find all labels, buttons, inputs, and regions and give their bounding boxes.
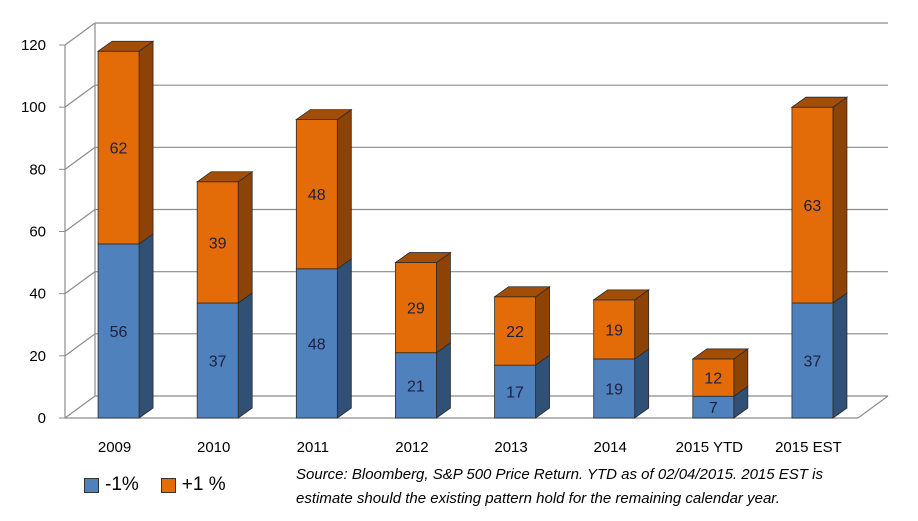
bar-segment — [196, 302, 239, 419]
bar-side-face — [535, 354, 550, 419]
x-tick-label: 2015 YTD — [676, 439, 743, 456]
legend-item-plus-1pct: +1 % — [160, 474, 226, 496]
bar-side-face — [535, 285, 550, 366]
bar-side-face — [138, 40, 154, 245]
bar-segment — [97, 243, 140, 419]
gridline-diagonal — [64, 22, 96, 46]
bar-value-label: 37 — [804, 353, 822, 370]
bar-segment — [97, 50, 140, 245]
data-labels: 56 62 37 39 48 48 21 29 17 22 19 19 7 12 37 63 — [110, 141, 822, 418]
bar-value-label: 39 — [209, 235, 227, 252]
bar-side-face — [634, 289, 650, 360]
bar-segment — [494, 296, 536, 366]
legend-label-plus-1pct: +1 % — [181, 474, 226, 495]
bar-segment — [395, 262, 437, 354]
bar-segment — [593, 299, 636, 360]
bar-side-face — [336, 108, 352, 270]
gridline-diagonal — [64, 84, 96, 108]
bar-segment — [791, 106, 834, 304]
bar-value-label: 29 — [407, 301, 425, 318]
bar-segment — [295, 119, 338, 270]
bar-top-face — [790, 96, 849, 108]
bar-top-face — [195, 171, 254, 183]
bar-side-face — [832, 292, 848, 419]
legend-label-minus-1pct: -1% — [105, 474, 139, 495]
gridline-diagonal — [64, 271, 96, 295]
bar-side-face — [832, 96, 848, 304]
bar-value-label: 19 — [605, 322, 623, 339]
bars — [96, 40, 849, 419]
bar-side-face — [634, 348, 650, 419]
bar-side-face — [138, 233, 154, 419]
y-tick-label: 80 — [29, 161, 46, 178]
bar-segment — [791, 302, 834, 419]
x-tick-label: 2015 EST — [775, 439, 842, 456]
bar-value-label: 48 — [308, 336, 326, 353]
bar-value-label: 21 — [407, 378, 425, 395]
x-tick-label: 2011 — [297, 439, 329, 456]
bar-value-label: 62 — [110, 141, 128, 158]
bar-top-face — [394, 252, 452, 263]
gridline-diagonal — [64, 146, 96, 170]
y-tick-label: 20 — [29, 348, 46, 365]
bar-value-label: 7 — [709, 400, 718, 417]
bar-value-label: 22 — [506, 324, 524, 341]
x-tick-label: 2014 — [594, 439, 627, 456]
gridline-diagonal — [64, 395, 96, 419]
x-tick-label: 2013 — [494, 439, 527, 456]
bar-value-label: 63 — [804, 198, 822, 215]
bar-top-face — [96, 40, 155, 52]
bar-segment — [196, 181, 239, 304]
y-tick-label: 120 — [21, 37, 46, 54]
bar-segment — [593, 358, 636, 419]
y-tick-label: 100 — [21, 99, 46, 116]
y-tick-label: 40 — [29, 286, 46, 303]
x-tick-label: 2010 — [197, 439, 230, 456]
bar-segment — [692, 358, 735, 397]
bar-value-label: 17 — [506, 385, 524, 402]
bar-value-label: 56 — [110, 324, 128, 341]
bar-side-face — [237, 292, 253, 419]
bar-top-face — [295, 109, 353, 120]
floor-right-edge — [857, 395, 889, 419]
bar-value-label: 37 — [209, 353, 227, 370]
gridline-diagonal — [64, 209, 96, 232]
bar-segment — [494, 364, 536, 419]
legend-swatch-plus-1pct — [160, 477, 176, 493]
source-note-line-2: estimate should the existing pattern hol… — [296, 490, 780, 507]
y-tick-label: 0 — [38, 410, 46, 427]
bar-side-face — [237, 170, 253, 304]
bar-side-face — [436, 251, 451, 354]
y-tick-label: 60 — [29, 224, 46, 241]
bar-segment — [295, 268, 338, 419]
bar-top-face — [493, 286, 551, 298]
x-tick-label: 2012 — [395, 439, 428, 456]
x-tick-label: 2009 — [98, 439, 131, 456]
gridline-diagonal — [64, 333, 96, 357]
bar-side-face — [436, 341, 451, 419]
bar-side-face — [336, 258, 352, 419]
legend-item-minus-1pct: -1% — [84, 474, 139, 496]
source-note: Source: Bloomberg, S&P 500 Price Return.… — [296, 463, 896, 511]
bar-value-label: 48 — [308, 187, 326, 204]
legend-swatch-minus-1pct — [84, 477, 99, 493]
legend: -1% +1 % — [84, 474, 248, 496]
bar-value-label: 19 — [605, 381, 623, 398]
source-note-line-1: Source: Bloomberg, S&P 500 Price Return.… — [296, 466, 823, 483]
bar-top-face — [691, 348, 750, 360]
bar-top-face — [592, 289, 650, 301]
bar-value-label: 12 — [704, 371, 722, 388]
